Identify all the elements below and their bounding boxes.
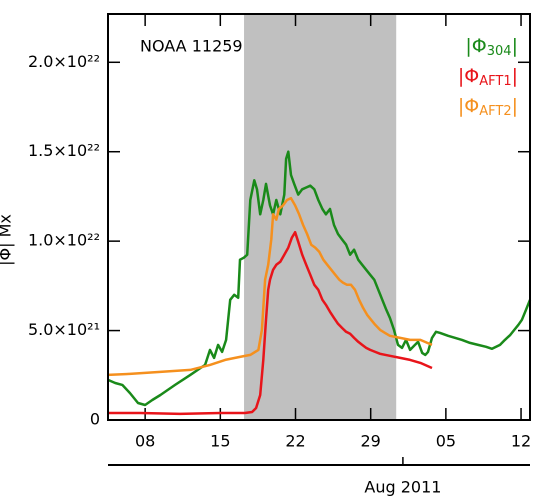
x-tick-label: 12 [511, 432, 531, 451]
legend-entry: |ΦAFT2| [458, 95, 518, 119]
y-tick-label: 0 [90, 410, 100, 429]
x-tick-label: 29 [361, 432, 381, 451]
y-tick-label: 5.0×10²¹ [28, 320, 100, 339]
y-tick-label: 2.0×10²² [28, 52, 100, 71]
shaded-interval [244, 14, 397, 420]
series-line [107, 150, 532, 407]
legend-entry: |ΦAFT1| [458, 65, 518, 89]
x-tick-label: 05 [436, 432, 456, 451]
x-tick-label: 15 [210, 432, 230, 451]
series-line [107, 196, 433, 377]
annotation: NOAA 11259 [140, 37, 243, 56]
y-tick-label: 1.0×10²² [28, 231, 100, 250]
y-tick-label: 1.5×10²² [28, 141, 100, 160]
plot-frame [107, 13, 531, 421]
x-tick-label: 22 [285, 432, 305, 451]
x-tick-label: 08 [135, 432, 155, 451]
series-line [108, 230, 433, 416]
y-axis-label: |Φ| Mx [0, 214, 15, 266]
month-label: Aug 2011 [364, 478, 441, 497]
legend-entry: |Φ304| [465, 35, 518, 59]
